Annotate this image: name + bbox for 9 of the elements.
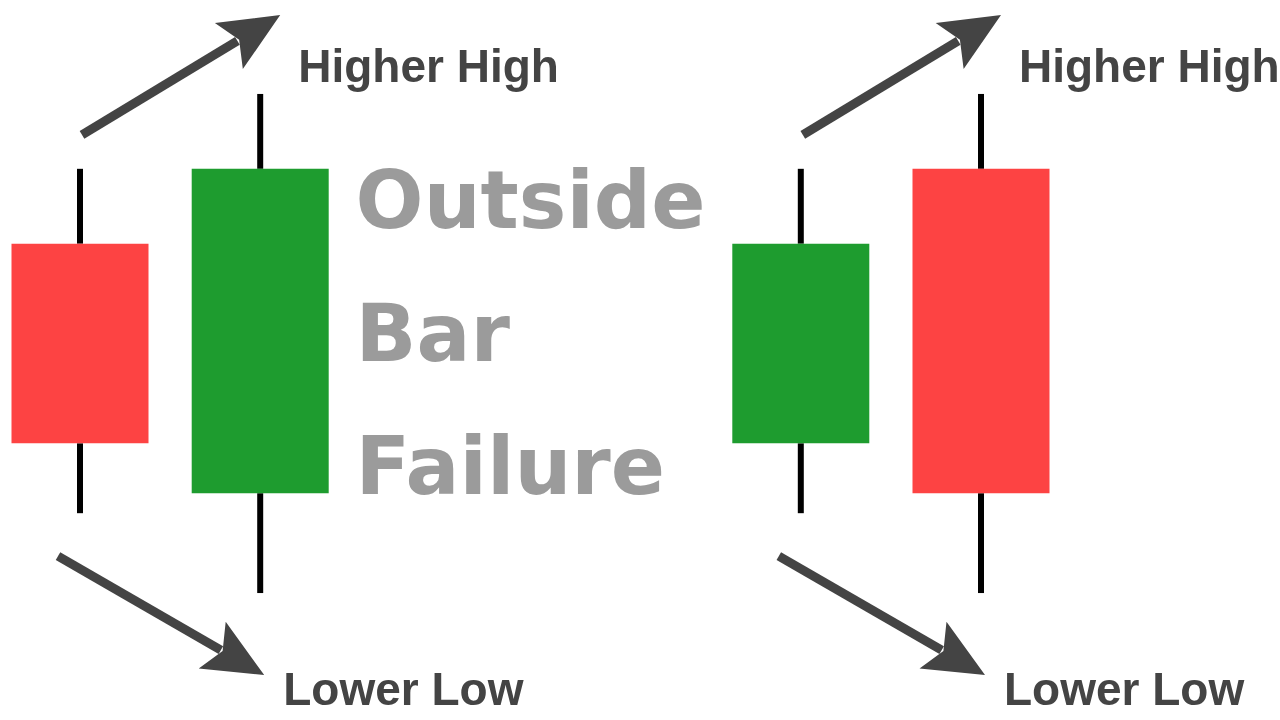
text: Higher High — [1019, 39, 1280, 92]
text: Outside Bar Failure — [355, 153, 706, 513]
candlestick — [912, 93, 1050, 594]
text: Higher High — [298, 39, 559, 92]
candlestick — [191, 93, 329, 594]
text: Lower Low — [283, 663, 524, 716]
candlestick — [11, 168, 149, 514]
candlestick — [732, 168, 870, 514]
text: Lower Low — [1004, 663, 1245, 716]
